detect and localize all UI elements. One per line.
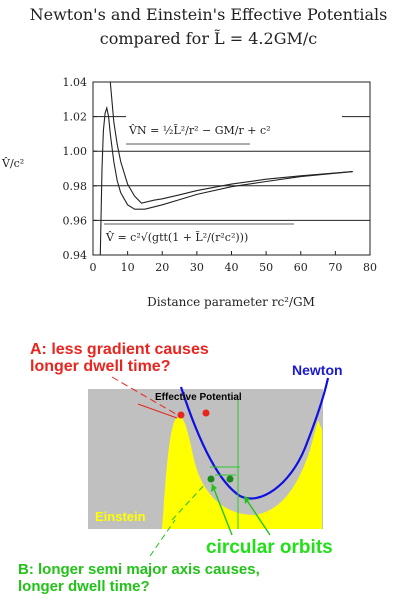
einstein-potential-fill: [162, 416, 322, 529]
question-a-line-2: longer dwell time?: [30, 358, 170, 375]
orbit-arrow-2: [243, 495, 271, 536]
y-axis-label: V̂/c²: [1, 157, 24, 170]
green-dashed-line-1: [171, 482, 207, 521]
potential-chart: 0.94 0.96 0.98 1.00 1.02 1.04 0 10 20 30 40 50 60 70…: [1, 76, 377, 309]
title-line-1: Newton's and Einstein's Effective Potent…: [29, 5, 388, 24]
newton-series-line: [109, 81, 353, 204]
series-lines: [99, 81, 353, 256]
y-tick-label: 1.02: [63, 111, 88, 124]
orbit-arrowhead-1: [211, 484, 217, 492]
y-tick-label: 1.04: [63, 76, 88, 89]
orbit-arrowhead-2: [244, 496, 250, 504]
effective-potential-diagram: Effective Potential Newton Einstein circ…: [18, 341, 343, 595]
x-tick-label: 50: [259, 261, 273, 274]
x-tick-label: 70: [328, 261, 342, 274]
y-tick-label: 0.98: [63, 180, 88, 193]
y-axis-ticks: 0.94 0.96 0.98 1.00 1.02 1.04: [63, 76, 97, 262]
x-axis-ticks: 0 10 20 30 40 50 60 70 80: [90, 251, 377, 274]
x-tick-label: 20: [155, 261, 169, 274]
x-tick-label: 30: [190, 261, 204, 274]
x-tick-label: 60: [294, 261, 308, 274]
question-a-line-1: A: less gradient causes: [30, 341, 209, 358]
title-line-2: compared for L̃ = 4.2GM/c: [99, 29, 318, 48]
green-dashed-line-2: [149, 519, 176, 557]
y-tick-label: 0.96: [63, 214, 88, 227]
x-axis-label: Distance parameter rc²/GM: [147, 295, 315, 309]
red-pointer-line: [137, 403, 178, 419]
green-marker-1: [207, 475, 215, 483]
diagram-title: Effective Potential: [155, 392, 242, 403]
einstein-series-line: [99, 105, 353, 256]
einstein-formula-box: [104, 224, 294, 250]
question-b-line-2: longer dwell time?: [18, 578, 150, 595]
orbit-arrow-1: [211, 483, 233, 536]
x-tick-label: 0: [90, 261, 97, 274]
x-tick-label: 80: [363, 261, 377, 274]
newton-formula: V̂N = ½L̃²/r² − GM/r + c²: [128, 124, 271, 137]
y-tick-label: 0.94: [63, 249, 88, 262]
x-tick-label: 40: [225, 261, 239, 274]
red-marker-1: [177, 411, 185, 419]
einstein-formula: V̂ = c²√(gtt(1 + L̃²/(r²c²))): [105, 231, 248, 244]
x-tick-label: 10: [121, 261, 135, 274]
newton-formula-box: [126, 116, 342, 144]
newton-label: Newton: [292, 362, 343, 378]
green-marker-2: [226, 475, 234, 483]
red-dashed-arrow: [111, 376, 177, 415]
einstein-label: Einstein: [95, 509, 146, 524]
red-marker-2: [202, 409, 210, 417]
circular-orbits-label: circular orbits: [206, 537, 333, 558]
y-tick-label: 1.00: [63, 145, 88, 158]
question-b-line-1: B: longer semi major axis causes,: [18, 561, 260, 578]
chart-title: Newton's and Einstein's Effective Potent…: [0, 3, 417, 51]
newton-potential-curve: [179, 377, 330, 500]
